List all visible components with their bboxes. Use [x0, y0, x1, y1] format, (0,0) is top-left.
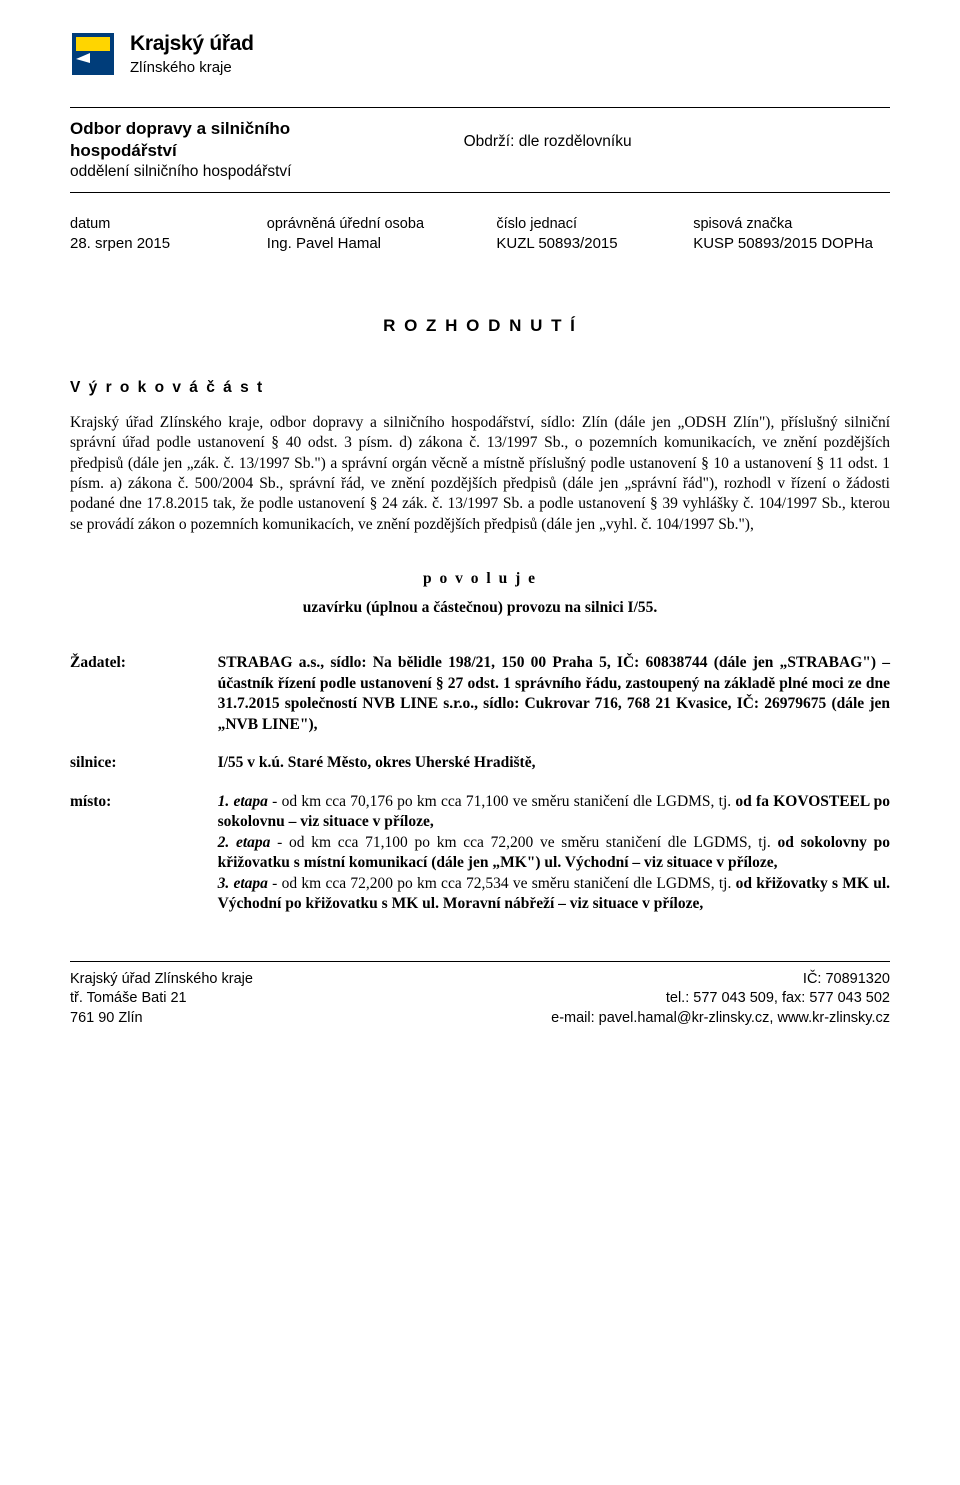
logo-mark	[70, 31, 116, 77]
letterhead-logo: Krajský úřad Zlínského kraje	[70, 30, 890, 79]
recipient: Obdrží: dle rozdělovníku	[464, 132, 890, 153]
footer-left-2: tř. Tomáše Bati 21	[70, 989, 480, 1009]
document-title: R O Z H O D N U T Í	[70, 315, 890, 338]
def-value-zadatel: STRABAG a.s., sídlo: Na bělidle 198/21, …	[218, 653, 890, 735]
def-label-silnice: silnice:	[70, 753, 218, 774]
footer-right-2: tel.: 577 043 509, fax: 577 043 502	[480, 989, 890, 1009]
page-footer: Krajský úřad Zlínského kraje tř. Tomáše …	[70, 961, 890, 1029]
def-value-misto: 1. etapa - od km cca 70,176 po km cca 71…	[218, 792, 890, 915]
def-label-misto: místo:	[70, 792, 218, 915]
permits-what: uzavírku (úplnou a částečnou) provozu na…	[70, 598, 890, 619]
meta-table: datum 28. srpen 2015 oprávněná úřední os…	[70, 215, 890, 255]
meta-value-date: 28. srpen 2015	[70, 234, 267, 254]
etapa-2-txt: - od km cca 71,100 po km cca 72,200 ve s…	[270, 834, 777, 851]
def-label-zadatel: Žadatel:	[70, 653, 218, 735]
meta-value-ref: KUSP 50893/2015 DOPHa	[693, 234, 890, 254]
etapa-3-txt: - od km cca 72,200 po km cca 72,534 ve s…	[268, 875, 736, 892]
logo-subtitle: Zlínského kraje	[130, 58, 254, 78]
def-row-misto: místo: 1. etapa - od km cca 70,176 po km…	[70, 792, 890, 915]
meta-label-fileno: číslo jednací	[496, 215, 693, 235]
footer-right-1: IČ: 70891320	[480, 970, 890, 990]
footer-right-3: e-mail: pavel.hamal@kr-zlinsky.cz, www.k…	[480, 1009, 890, 1029]
etapa-1-txt: - od km cca 70,176 po km cca 71,100 ve s…	[268, 793, 736, 810]
dept-line2: hospodářství	[70, 140, 464, 162]
def-value-silnice: I/55 v k.ú. Staré Město, okres Uherské H…	[218, 753, 890, 774]
etapa-1-num: 1. etapa	[218, 793, 268, 810]
def-row-zadatel: Žadatel: STRABAG a.s., sídlo: Na bělidle…	[70, 653, 890, 735]
meta-label-ref: spisová značka	[693, 215, 890, 235]
subdept: oddělení silničního hospodářství	[70, 162, 464, 182]
permits-verb: p o v o l u j e	[70, 569, 890, 590]
definitions-table: Žadatel: STRABAG a.s., sídlo: Na bělidle…	[70, 653, 890, 914]
meta-value-person: Ing. Pavel Hamal	[267, 234, 497, 254]
etapa-2-num: 2. etapa	[218, 834, 271, 851]
footer-left-3: 761 90 Zlín	[70, 1009, 480, 1029]
section-title: V ý r o k o v á č á s t	[70, 378, 890, 399]
meta-value-fileno: KUZL 50893/2015	[496, 234, 693, 254]
sender-block: Odbor dopravy a silničního hospodářství …	[70, 108, 890, 193]
etapa-3-num: 3. etapa	[218, 875, 268, 892]
body-paragraph: Krajský úřad Zlínského kraje, odbor dopr…	[70, 413, 890, 536]
dept-line1: Odbor dopravy a silničního	[70, 118, 464, 140]
logo-title: Krajský úřad	[130, 30, 254, 58]
def-row-silnice: silnice: I/55 v k.ú. Staré Město, okres …	[70, 753, 890, 774]
footer-left-1: Krajský úřad Zlínského kraje	[70, 970, 480, 990]
meta-label-date: datum	[70, 215, 267, 235]
meta-label-person: oprávněná úřední osoba	[267, 215, 497, 235]
